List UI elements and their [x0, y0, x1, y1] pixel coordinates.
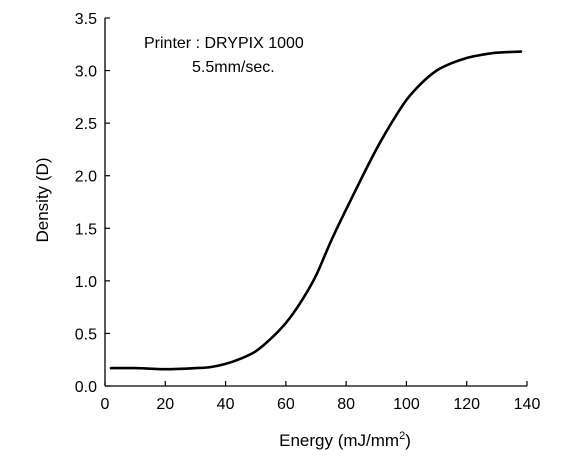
x-tick-label-5: 100: [393, 396, 420, 413]
annotation-speed: 5.5mm/sec.: [192, 59, 275, 76]
y-tick-label-5: 2.5: [75, 116, 97, 133]
tick-labels: 0 20 40 60 80 100 120 140 0.0 0.5 1.0 1.5 2.0 2.5 3.0 3…: [75, 11, 541, 413]
annotation-printer: Printer : DRYPIX 1000: [144, 35, 304, 52]
x-axis-label: Energy (mJ/mm2): [279, 430, 411, 450]
y-tick-label-4: 2.0: [75, 169, 97, 186]
y-tick-label-6: 3.0: [75, 64, 97, 81]
x-tick-label-0: 0: [101, 396, 110, 413]
y-tick-label-1: 0.5: [75, 326, 97, 343]
x-tick-label-4: 80: [337, 396, 355, 413]
x-tick-label-7: 140: [514, 396, 541, 413]
ticks: [104, 17, 528, 387]
series-layer: [109, 50, 523, 371]
series-line-0: [109, 50, 523, 371]
x-tick-label-6: 120: [453, 396, 480, 413]
y-tick-label-2: 1.0: [75, 274, 97, 291]
y-tick-label-0: 0.0: [75, 379, 97, 396]
y-tick-label-3: 1.5: [75, 221, 97, 238]
x-tick-label-2: 40: [217, 396, 235, 413]
axes: [104, 18, 527, 387]
x-tick-label-1: 20: [156, 396, 174, 413]
x-tick-label-3: 60: [277, 396, 295, 413]
y-tick-label-7: 3.5: [75, 11, 97, 28]
y-axis-label: Density (D): [33, 157, 52, 242]
